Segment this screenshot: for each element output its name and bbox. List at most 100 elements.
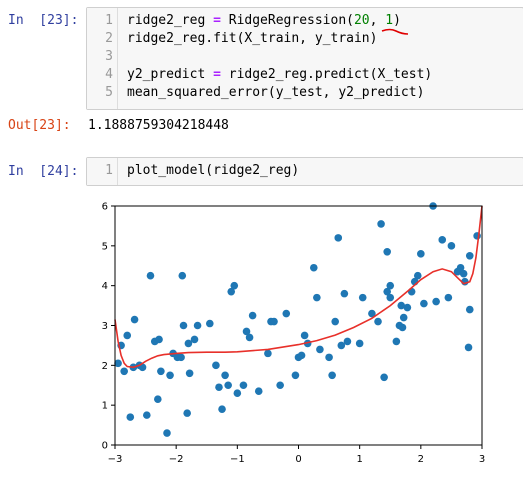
scatter-point bbox=[177, 353, 185, 362]
scatter-point bbox=[270, 317, 278, 326]
scatter-point bbox=[407, 287, 416, 296]
handwritten-underline-annotation bbox=[381, 28, 409, 35]
code-cell-24[interactable]: 1 plot_model(ridge2_reg) bbox=[86, 157, 523, 186]
line-number: 1 bbox=[105, 163, 113, 178]
scatter-point bbox=[264, 349, 272, 358]
scatter-point bbox=[215, 383, 223, 392]
line-number-gutter bbox=[87, 158, 118, 185]
scatter-point bbox=[163, 429, 171, 437]
scatter-point bbox=[130, 315, 139, 324]
scatter-point bbox=[328, 371, 336, 380]
scatter-point bbox=[337, 341, 346, 350]
scatter-point bbox=[248, 311, 257, 320]
y-tick-label: 6 bbox=[102, 202, 108, 213]
line-number: 1 bbox=[105, 13, 113, 28]
output-value: 1.1888759304218448 bbox=[88, 118, 229, 133]
scatter-point bbox=[114, 359, 122, 368]
scatter-point bbox=[206, 319, 214, 328]
code-token: ) bbox=[393, 13, 401, 28]
x-tick-label: −1 bbox=[230, 454, 245, 465]
scatter-point bbox=[438, 236, 447, 244]
code-cell-23[interactable]: 1 ridge2_reg = RidgeRegression(20, 1) 2 rid… bbox=[86, 7, 523, 110]
x-tick-label: 3 bbox=[479, 454, 485, 465]
scatter-point bbox=[291, 371, 300, 380]
out-prompt-23: Out[23]: bbox=[8, 118, 71, 133]
scatter-point bbox=[178, 271, 187, 280]
code-token: = bbox=[213, 13, 221, 28]
scatter-point bbox=[358, 293, 367, 302]
line-number: 4 bbox=[105, 67, 113, 82]
scatter-point bbox=[230, 281, 239, 290]
y-tick-label: 1 bbox=[102, 401, 108, 412]
scatter-point bbox=[157, 367, 165, 376]
code-line: 1 ridge2_reg = RidgeRegression(20, 1) bbox=[87, 12, 523, 30]
scatter-point bbox=[146, 271, 155, 280]
code-token: ridge2_reg.fit(X_train, y_train) bbox=[127, 31, 378, 46]
code-token: RidgeRegression( bbox=[220, 13, 354, 28]
scatter-point bbox=[386, 281, 395, 290]
scatter-point bbox=[218, 405, 226, 413]
scatter-point bbox=[464, 343, 473, 352]
scatter-point bbox=[254, 387, 263, 396]
scatter-point bbox=[420, 299, 428, 308]
code-line: 2 ridge2_reg.fit(X_train, y_train) bbox=[87, 30, 523, 48]
scatter-point bbox=[374, 317, 382, 326]
scatter-point bbox=[325, 353, 333, 362]
line-number: 5 bbox=[105, 85, 113, 100]
scatter-point bbox=[179, 321, 188, 330]
in-prompt-23: In [23]: bbox=[8, 13, 79, 28]
code-text: plot_model(ridge2_reg) bbox=[127, 162, 299, 180]
scatter-point bbox=[300, 331, 309, 340]
scatter-point bbox=[126, 413, 135, 421]
code-line: 1 plot_model(ridge2_reg) bbox=[87, 162, 523, 180]
x-tick-label: 2 bbox=[418, 454, 424, 465]
scatter-point bbox=[447, 242, 456, 250]
scatter-point bbox=[456, 263, 465, 272]
scatter-point bbox=[383, 248, 391, 256]
scatter-point bbox=[309, 263, 318, 272]
scatter-point bbox=[185, 369, 194, 378]
code-token: plot_model(ridge2_reg) bbox=[127, 163, 300, 178]
scatter-point bbox=[123, 331, 132, 340]
code-line: 4 y2_predict = ridge2_reg.predict(X_test) bbox=[87, 66, 523, 84]
y-tick-label: 2 bbox=[102, 361, 108, 372]
code-text: ridge2_reg = RidgeRegression(20, 1) bbox=[127, 12, 401, 30]
scatter-point bbox=[380, 373, 388, 382]
scatter-point bbox=[334, 234, 343, 242]
scatter-point bbox=[465, 305, 474, 314]
scatter-point bbox=[355, 339, 364, 348]
line-number: 2 bbox=[105, 31, 113, 46]
x-tick-label: 0 bbox=[295, 454, 301, 465]
scatter-point bbox=[386, 293, 395, 302]
y-tick-label: 3 bbox=[102, 321, 108, 332]
code-token: mean_squared_error(y_test, y2_predict) bbox=[127, 85, 425, 100]
code-text: y2_predict = ridge2_reg.predict(X_test) bbox=[127, 66, 432, 84]
line-number-gutter bbox=[87, 8, 118, 109]
scatter-point bbox=[239, 381, 248, 390]
line-number: 3 bbox=[105, 49, 113, 64]
scatter-point bbox=[343, 337, 352, 346]
scatter-point bbox=[383, 287, 391, 296]
scatter-point bbox=[183, 409, 191, 417]
code-text: ridge2_reg.fit(X_train, y_train) bbox=[127, 30, 377, 48]
scatter-point bbox=[155, 335, 163, 344]
code-token: = bbox=[213, 67, 221, 82]
scatter-point bbox=[143, 411, 151, 419]
scatter-plot-output: −3 −2 −1 0 1 2 3 0 1 2 3 4 5 6 bbox=[102, 202, 486, 466]
y-tick-label: 5 bbox=[102, 241, 108, 252]
scatter-point bbox=[276, 381, 284, 390]
code-token: , bbox=[369, 13, 386, 28]
code-line: 3 bbox=[87, 48, 523, 66]
scatter-point bbox=[120, 367, 128, 376]
scatter-point bbox=[184, 339, 193, 348]
plot-frame bbox=[114, 205, 483, 446]
code-token: 20 bbox=[353, 13, 370, 28]
scatter-point bbox=[227, 287, 236, 296]
x-tick-label: −2 bbox=[169, 454, 184, 465]
scatter-point bbox=[444, 293, 453, 302]
scatter-point bbox=[368, 309, 376, 318]
scatter-point bbox=[397, 301, 406, 310]
scatter-point bbox=[432, 297, 440, 306]
scatter-point bbox=[459, 269, 468, 278]
x-tick-label: −3 bbox=[108, 454, 123, 465]
